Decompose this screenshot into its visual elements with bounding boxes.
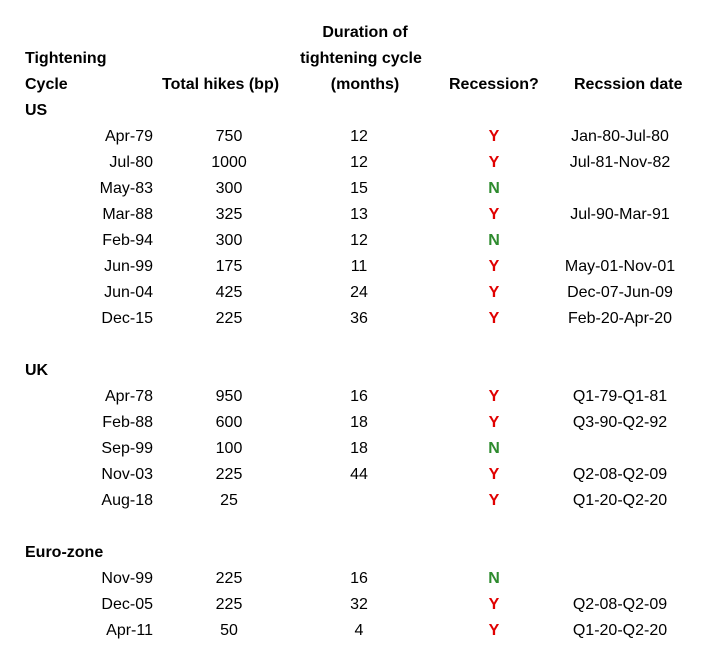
total-hikes: 225 [215, 596, 243, 613]
total-hikes: 175 [215, 258, 243, 275]
duration-months: 15 [350, 180, 368, 197]
header-duration-line3: (months) [330, 76, 400, 93]
recession-date: Q2-08-Q2-09 [572, 466, 668, 483]
duration-months: 16 [350, 388, 368, 405]
cycle-date: Feb-88 [102, 414, 153, 431]
duration-months: 12 [350, 154, 368, 171]
total-hikes: 950 [215, 388, 243, 405]
cycle-date: Mar-88 [102, 206, 153, 223]
recession-date: Feb-20-Apr-20 [567, 310, 673, 327]
total-hikes: 50 [220, 622, 238, 639]
duration-months: 4 [354, 622, 364, 639]
recession-date: Q2-08-Q2-09 [572, 596, 668, 613]
recession-date: Dec-07-Jun-09 [567, 284, 673, 301]
duration-months: 36 [350, 310, 368, 327]
cycle-date: Sep-99 [101, 440, 153, 457]
recession-flag: Y [488, 492, 500, 509]
recession-date: Jul-81-Nov-82 [569, 154, 671, 171]
total-hikes: 425 [215, 284, 243, 301]
duration-months: 11 [350, 258, 368, 275]
duration-months: 18 [350, 414, 368, 431]
recession-flag: N [488, 570, 500, 587]
recession-date: Q1-20-Q2-20 [572, 622, 668, 639]
cycle-date: Apr-11 [106, 622, 153, 639]
header-duration-line1: Duration of [322, 24, 408, 41]
recession-flag: Y [488, 258, 500, 275]
cycle-date: Dec-05 [101, 596, 153, 613]
recession-date: Jul-90-Mar-91 [570, 206, 670, 223]
header-duration-line2: tightening cycle [300, 50, 422, 67]
duration-months: 32 [350, 596, 368, 613]
total-hikes: 600 [215, 414, 243, 431]
recession-flag: Y [488, 128, 500, 145]
recession-flag: N [488, 180, 500, 197]
cycle-date: Apr-78 [104, 388, 153, 405]
section-label: UK [25, 362, 49, 379]
cycle-date: Jun-04 [104, 284, 153, 301]
recession-flag: Y [488, 310, 500, 327]
header-cycle-line1: Tightening [25, 50, 107, 67]
recession-flag: Y [488, 206, 500, 223]
recession-date: Jan-80-Jul-80 [571, 128, 669, 145]
recession-flag: Y [488, 388, 500, 405]
duration-months: 16 [350, 570, 368, 587]
cycle-date: Dec-15 [101, 310, 153, 327]
total-hikes: 225 [215, 570, 243, 587]
recession-flag: Y [488, 622, 500, 639]
total-hikes: 300 [215, 180, 243, 197]
recession-flag: N [488, 440, 500, 457]
recession-flag: Y [488, 596, 500, 613]
header-total-hikes: Total hikes (bp) [162, 76, 280, 93]
cycle-date: May-83 [99, 180, 153, 197]
recession-flag: Y [488, 154, 500, 171]
duration-months: 18 [350, 440, 368, 457]
header-recession-date: Recssion date [574, 76, 683, 93]
cycle-date: Feb-94 [102, 232, 153, 249]
section-label: Euro-zone [25, 544, 104, 561]
cycle-date: Nov-03 [101, 466, 153, 483]
total-hikes: 225 [215, 466, 243, 483]
cycle-date: Nov-99 [101, 570, 153, 587]
cycle-date: Apr-79 [104, 128, 153, 145]
recession-flag: Y [488, 284, 500, 301]
header-recession: Recession? [449, 76, 539, 93]
total-hikes: 325 [215, 206, 243, 223]
cycle-date: Aug-18 [101, 492, 153, 509]
recession-date: May-01-Nov-01 [564, 258, 676, 275]
recession-date: Q3-90-Q2-92 [572, 414, 668, 431]
recession-date: Q1-79-Q1-81 [572, 388, 668, 405]
cycle-date: Jun-99 [104, 258, 153, 275]
duration-months: 12 [350, 128, 368, 145]
recession-flag: N [488, 232, 500, 249]
total-hikes: 1000 [211, 154, 247, 171]
recession-date: Q1-20-Q2-20 [572, 492, 668, 509]
duration-months: 24 [350, 284, 368, 301]
duration-months: 12 [350, 232, 368, 249]
cycle-date: Jul-80 [109, 154, 153, 171]
total-hikes: 300 [215, 232, 243, 249]
duration-months: 44 [350, 466, 368, 483]
section-label: US [25, 102, 48, 119]
total-hikes: 225 [215, 310, 243, 327]
total-hikes: 100 [215, 440, 243, 457]
duration-months: 13 [350, 206, 368, 223]
header-cycle-line2: Cycle [25, 76, 68, 93]
total-hikes: 25 [220, 492, 238, 509]
recession-flag: Y [488, 466, 500, 483]
recession-flag: Y [488, 414, 500, 431]
total-hikes: 750 [215, 128, 243, 145]
